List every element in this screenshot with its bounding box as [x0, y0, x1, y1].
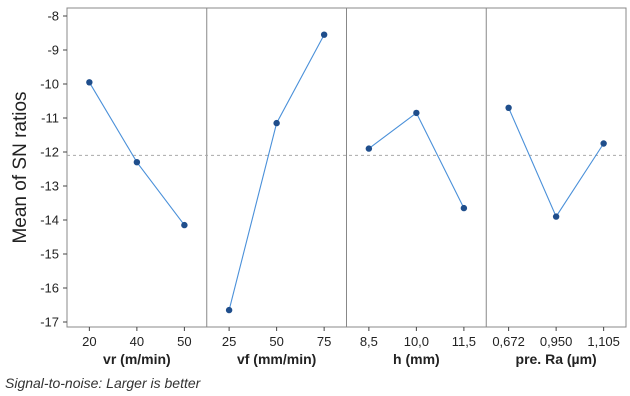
y-tick-label: -9: [47, 43, 59, 58]
x-tick-label: 40: [130, 334, 144, 349]
data-point: [460, 204, 468, 212]
data-point: [552, 213, 560, 220]
factor-label: vr (m/min): [103, 351, 171, 367]
x-tick-label: 8,5: [360, 334, 378, 349]
y-tick-label: -17: [40, 315, 59, 330]
y-tick-label: -13: [40, 179, 59, 194]
data-point: [600, 140, 607, 147]
data-point: [320, 31, 328, 38]
data-point: [86, 79, 93, 86]
x-tick-label: 20: [82, 334, 96, 349]
x-tick-label: 75: [317, 334, 331, 349]
y-tick-label: -14: [40, 213, 59, 228]
x-tick-label: 0,950: [540, 334, 573, 349]
series-line: [368, 112, 465, 209]
x-tick-label: 1,105: [587, 334, 620, 349]
factor-label: h (mm): [393, 351, 440, 367]
y-tick-label: -8: [47, 9, 59, 24]
x-tick-label: 50: [177, 334, 191, 349]
y-tick-label: -16: [40, 281, 59, 296]
series-line: [508, 107, 605, 218]
data-point: [181, 221, 188, 229]
plot-frame: [66, 7, 627, 328]
data-point: [133, 159, 141, 166]
x-tick-label: 25: [222, 334, 236, 349]
data-point: [413, 109, 420, 117]
x-tick-label: 50: [269, 334, 283, 349]
y-tick-label: -10: [40, 77, 59, 92]
y-axis-label: Mean of SN ratios: [10, 91, 31, 243]
series-line: [228, 34, 325, 311]
series-layer: [86, 31, 607, 314]
axis-layer: -17 -16 -15 -14 -13 -12 -11 -10 -9 -8 20 40 50 vr (m/…: [40, 9, 620, 368]
x-tick-label: 0,672: [492, 334, 525, 349]
x-tick-label: 11,5: [452, 334, 476, 349]
series-line: [88, 82, 185, 226]
data-point: [365, 145, 373, 152]
factor-label: pre. Ra (µm): [516, 351, 597, 367]
y-tick-label: -12: [40, 145, 59, 160]
factor-label: vf (mm/min): [237, 351, 316, 367]
data-point: [225, 306, 233, 314]
x-tick-label: 10,0: [404, 334, 429, 349]
y-tick-label: -15: [40, 247, 59, 262]
y-tick-label: -11: [41, 111, 59, 126]
data-point: [505, 104, 512, 112]
data-point: [273, 119, 280, 127]
footnote: Signal-to-noise: Larger is better: [5, 375, 202, 391]
